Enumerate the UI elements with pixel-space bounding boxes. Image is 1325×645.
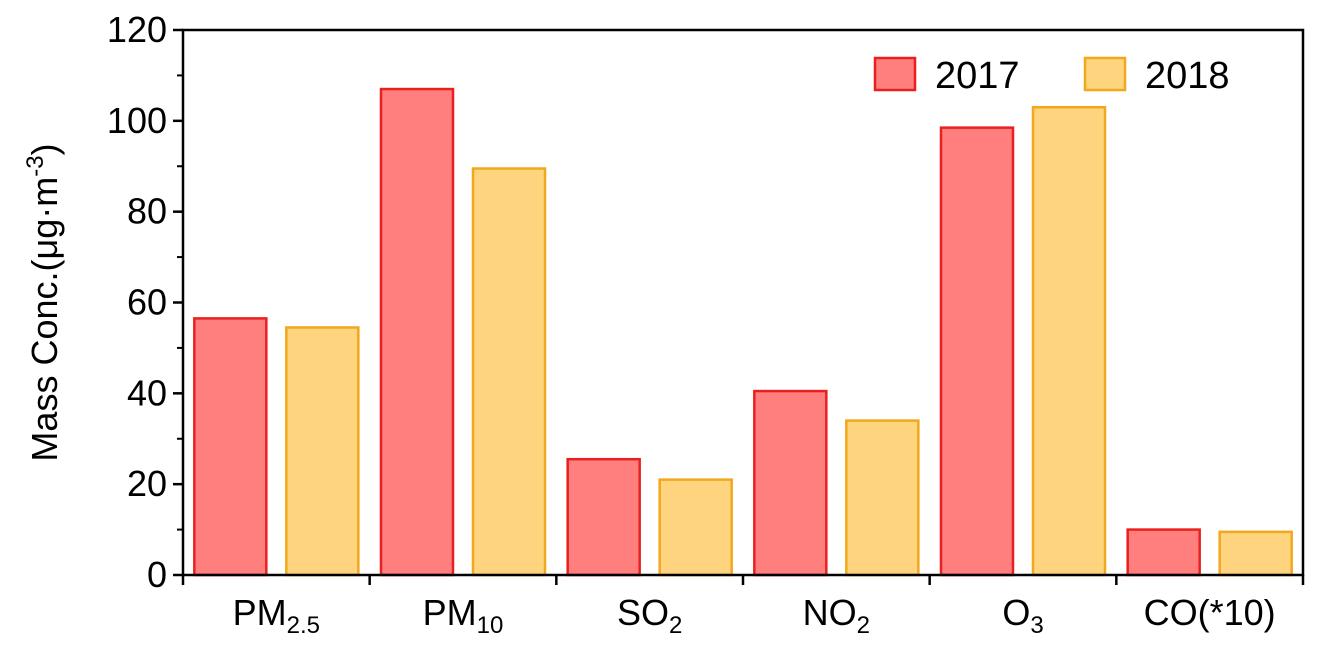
x-tick-label: PM2.5 (233, 592, 320, 639)
bar-2018 (1031, 105, 1107, 577)
bar-2017 (1126, 528, 1201, 577)
bars (193, 87, 1293, 577)
bar-2018 (1218, 530, 1293, 577)
y-tick-label: 100 (107, 100, 167, 141)
y-axis-title: Mass Conc.(μg·m-3) (22, 143, 65, 461)
legend-label-2018: 2018 (1145, 55, 1230, 97)
x-tick-label: PM10 (423, 592, 504, 639)
legend-label-2017: 2017 (935, 55, 1020, 97)
bar-2017 (379, 87, 455, 577)
y-tick-label: 60 (127, 282, 167, 323)
bar-2017 (753, 389, 828, 577)
legend: 2017 2018 (873, 55, 1230, 97)
bar-2017 (939, 126, 1015, 577)
x-tick-label-main: PM (423, 592, 477, 633)
x-tick-label-main: SO (617, 592, 669, 633)
x-tick-label: O3 (1002, 592, 1043, 639)
y-tick-label: 0 (147, 554, 167, 595)
bar-2018 (658, 478, 733, 577)
y-tick-label: 40 (127, 372, 167, 413)
y-tick-label: 120 (107, 9, 167, 50)
bar-2018 (285, 326, 360, 577)
x-axis: PM2.5 PM10 SO2 NO2 O3 CO(*10) (181, 575, 1305, 639)
legend-swatch-2018 (1083, 56, 1127, 92)
plot-frame (181, 28, 1305, 577)
x-tick-label-main: NO (803, 592, 857, 633)
y-axis: 0 20 40 60 80 100 120 (107, 9, 183, 595)
x-tick-label-subscript: 2 (857, 612, 870, 639)
bar-2017 (193, 317, 268, 577)
y-tick-label: 20 (127, 463, 167, 504)
x-tick-label: SO2 (617, 592, 682, 639)
y-tick-label: 80 (127, 191, 167, 232)
y-axis-label: Mass Conc.(μg·m-3) (22, 143, 65, 461)
legend-swatch-2017 (873, 56, 917, 92)
x-tick-label-subscript: 2.5 (287, 612, 320, 639)
x-tick-label-main: CO(*10) (1144, 592, 1276, 633)
x-tick-label: CO(*10) (1144, 592, 1276, 633)
x-tick-label-subscript: 10 (477, 612, 504, 639)
y-axis-title-main: Mass Conc.(μg·m (24, 177, 65, 462)
x-tick-label-main: PM (233, 592, 287, 633)
y-axis-title-superscript: -3 (22, 155, 49, 176)
bar-2017 (566, 457, 641, 577)
x-tick-label-subscript: 3 (1030, 612, 1043, 639)
y-axis-title-close: ) (24, 143, 65, 155)
x-tick-label: NO2 (803, 592, 870, 639)
x-tick-label-subscript: 2 (669, 612, 682, 639)
x-tick-label-main: O (1002, 592, 1030, 633)
bar-2018 (845, 419, 920, 577)
bar-2018 (471, 167, 547, 577)
